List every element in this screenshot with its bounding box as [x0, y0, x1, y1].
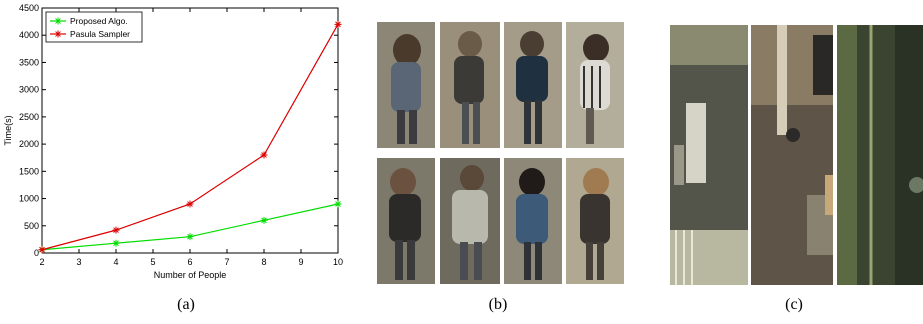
person-photo-2 [440, 22, 500, 148]
y-axis-label: Time(s) [3, 115, 13, 145]
series-point-0 [334, 200, 342, 208]
person-photo-1 [377, 22, 435, 148]
series-point-1 [38, 246, 46, 254]
y-tick-label: 2000 [19, 139, 39, 149]
x-tick-label: 6 [187, 257, 192, 267]
x-tick-label: 10 [333, 257, 343, 267]
y-tick-label: 4000 [19, 30, 39, 40]
time-vs-people-chart: 2 3 4 5 6 7 8 9 10 0 500 1000 1500 2000 2500 3000 3500 40… [3, 3, 343, 280]
y-tick-label: 3000 [19, 85, 39, 95]
series-point-0 [112, 239, 120, 247]
series-point-1 [260, 151, 268, 159]
y-tick-label: 1000 [19, 194, 39, 204]
person-photo-4 [566, 22, 624, 148]
x-tick-label: 9 [298, 257, 303, 267]
y-tick-label: 500 [24, 221, 39, 231]
x-tick-label: 5 [150, 257, 155, 267]
x-tick-label: 8 [261, 257, 266, 267]
person-photo-8 [566, 158, 624, 284]
scene-photo-1 [670, 25, 748, 285]
series-point-0 [186, 233, 194, 241]
x-tick-label: 3 [76, 257, 81, 267]
y-tick-label: 2500 [19, 112, 39, 122]
x-tick-label: 4 [113, 257, 118, 267]
legend-label-1: Pasula Sampler [70, 29, 130, 39]
plot-frame [41, 7, 339, 254]
series-point-1 [186, 200, 194, 208]
caption-b: (b) [488, 296, 508, 313]
person-photo-7 [504, 158, 562, 284]
series-point-1 [334, 20, 342, 28]
legend-box [45, 11, 143, 43]
x-tick-label: 7 [224, 257, 229, 267]
person-photo-6 [440, 158, 500, 284]
y-tick-label: 0 [34, 248, 39, 258]
y-tick-label: 1500 [19, 166, 39, 176]
legend-marker-0 [54, 17, 62, 25]
caption-a: (a) [177, 296, 195, 313]
legend-marker-1 [54, 30, 62, 38]
person-photo-3 [504, 22, 562, 148]
x-tick-label: 2 [39, 257, 44, 267]
legend-label-0: Proposed Algo. [70, 16, 128, 26]
y-tick-label: 3500 [19, 57, 39, 67]
scene-photo-2 [751, 25, 833, 285]
x-axis-label: Number of People [154, 270, 227, 280]
person-photo-5 [377, 158, 435, 284]
series-point-1 [112, 226, 120, 234]
series-point-0 [260, 216, 268, 224]
scene-photo-3 [837, 25, 923, 285]
caption-c: (c) [785, 296, 803, 313]
y-tick-label: 4500 [19, 3, 39, 13]
